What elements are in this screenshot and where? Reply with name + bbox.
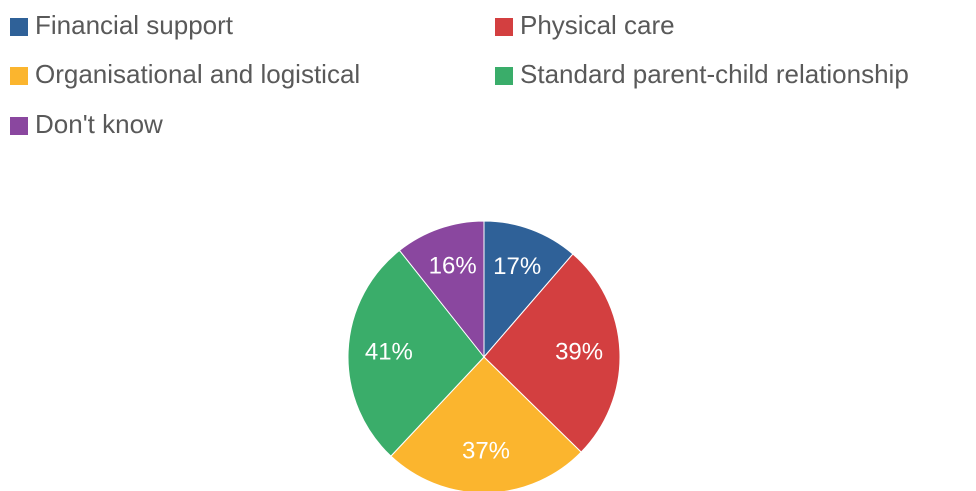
legend-label: Standard parent-child relationship	[520, 59, 909, 89]
pie-slice	[347, 249, 485, 457]
data-label: 39%	[555, 338, 603, 365]
legend-label: Physical care	[520, 10, 675, 40]
legend-swatch	[10, 18, 28, 36]
pie-slice	[390, 356, 582, 491]
pie-slice	[483, 253, 621, 453]
data-label: 41%	[365, 338, 413, 365]
pie-slice	[398, 220, 485, 359]
legend-swatch	[10, 117, 28, 135]
data-label: 17%	[493, 253, 541, 280]
data-label: 37%	[462, 438, 510, 465]
pie-slice	[483, 220, 574, 359]
legend-swatch	[10, 67, 28, 85]
legend-swatch	[495, 18, 513, 36]
legend-swatch	[495, 67, 513, 85]
legend-label: Organisational and logistical	[35, 59, 360, 89]
legend-label: Financial support	[35, 10, 234, 40]
data-label: 16%	[429, 252, 477, 279]
legend-label: Don't know	[35, 109, 163, 139]
